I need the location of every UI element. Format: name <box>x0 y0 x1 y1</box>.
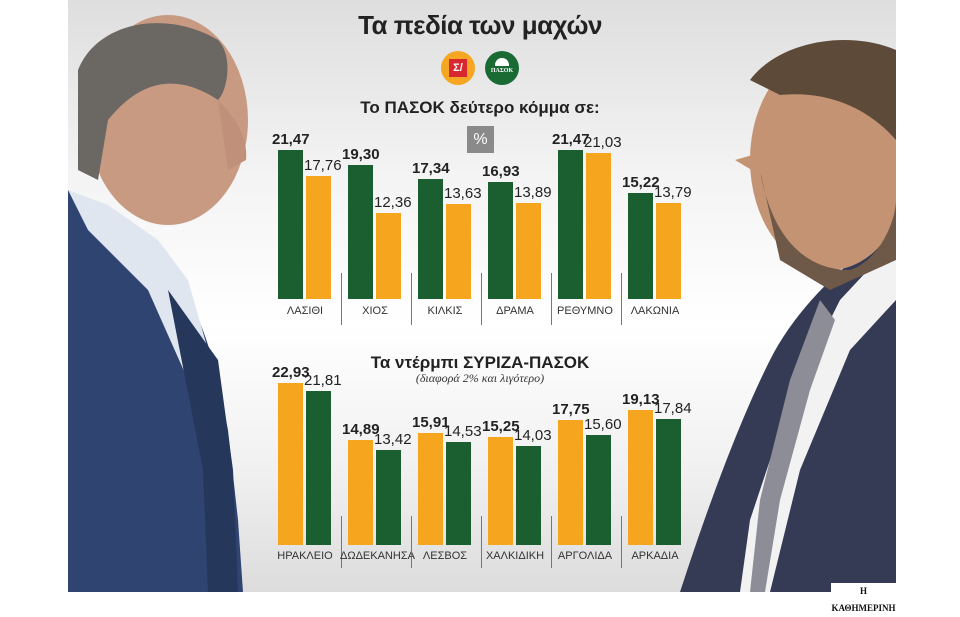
value-label: 21,47 <box>552 131 590 148</box>
group-separator <box>621 516 622 568</box>
category-label: ΗΡΑΚΛΕΙΟ <box>277 550 333 562</box>
category-label: ΑΡΓΟΛΙΔΑ <box>557 550 613 562</box>
bar-second <box>586 153 611 299</box>
category-label: ΛΑΣΙΘΙ <box>286 305 324 317</box>
bar-second <box>516 446 541 545</box>
group-separator <box>481 273 482 325</box>
right-politician-photo <box>680 40 896 592</box>
category-label: ΑΡΚΑΔΙΑ <box>631 550 679 562</box>
left-politician-photo <box>68 15 248 592</box>
bar-second <box>376 450 401 545</box>
chart2-title: Τα ντέρμπι ΣΥΡΙΖΑ-ΠΑΣΟΚ <box>370 353 590 372</box>
group-separator <box>481 516 482 568</box>
bar-first <box>418 433 443 545</box>
pasok-sun-icon <box>495 58 509 66</box>
value-label: 14,03 <box>514 427 552 444</box>
group-separator <box>411 273 412 325</box>
value-label: 15,91 <box>412 414 450 431</box>
group-separator <box>551 273 552 325</box>
value-label: 22,93 <box>272 364 310 381</box>
source-credit: Η ΚΑΘΗΜΕΡΙΝΗ <box>831 583 896 613</box>
category-label: ΔΩΔΕΚΑΝΗΣΑ <box>340 550 415 562</box>
bar-second <box>376 213 401 299</box>
value-label: 16,93 <box>482 163 520 180</box>
category-label: ΧΙΟΣ <box>362 305 388 317</box>
bar-first <box>488 182 513 299</box>
chart2-subtitle: (διαφορά 2% και λιγότερο) <box>415 371 545 385</box>
bar-first <box>628 410 653 545</box>
value-label: 17,75 <box>552 401 590 418</box>
value-label: 17,34 <box>412 160 450 177</box>
bar-first <box>558 150 583 299</box>
value-label: 19,13 <box>622 391 660 408</box>
bar-first <box>488 437 513 545</box>
category-label: ΧΑΛΚΙΔΙΚΗ <box>485 550 545 562</box>
group-separator <box>411 516 412 568</box>
syriza-logo-glyph: Σ/ <box>449 59 467 77</box>
value-label: 21,03 <box>584 134 622 151</box>
group-separator <box>341 516 342 568</box>
category-label: ΔΡΑΜΑ <box>496 305 534 317</box>
syriza-logo-icon: Σ/ <box>441 51 475 85</box>
pasok-logo-glyph: ΠΑΣΟΚ <box>490 68 514 74</box>
value-label: 21,81 <box>304 372 342 389</box>
value-label: 21,47 <box>272 131 310 148</box>
bar-first <box>418 179 443 299</box>
category-label: ΛΑΚΩΝΙΑ <box>630 305 680 317</box>
bar-first <box>278 383 303 545</box>
group-separator <box>341 273 342 325</box>
group-separator <box>621 273 622 325</box>
bar-second <box>446 442 471 545</box>
bar-first <box>278 150 303 299</box>
bar-first <box>558 420 583 545</box>
category-label: ΚΙΛΚΙΣ <box>427 305 463 317</box>
value-label: 15,25 <box>482 418 520 435</box>
bar-first <box>348 440 373 545</box>
infographic-panel <box>68 0 896 592</box>
pasok-logo-icon: ΠΑΣΟΚ <box>485 51 519 85</box>
value-label: 17,84 <box>654 400 692 417</box>
unit-badge: % <box>467 126 494 153</box>
value-label: 17,76 <box>304 157 342 174</box>
bar-second <box>656 419 681 545</box>
value-label: 19,30 <box>342 146 380 163</box>
page-title: Τα πεδία των μαχών <box>358 10 602 40</box>
bar-second <box>656 203 681 299</box>
category-label: ΛΕΣΒΟΣ <box>422 550 468 562</box>
bar-first <box>348 165 373 299</box>
value-label: 15,22 <box>622 174 660 191</box>
category-label: ΡΕΘΥΜΝΟ <box>557 305 613 317</box>
value-label: 15,60 <box>584 416 622 433</box>
bar-first <box>628 193 653 299</box>
bar-second <box>306 176 331 299</box>
value-label: 13,63 <box>444 185 482 202</box>
group-separator <box>551 516 552 568</box>
value-label: 14,53 <box>444 423 482 440</box>
value-label: 13,79 <box>654 184 692 201</box>
value-label: 13,89 <box>514 184 552 201</box>
bar-second <box>306 391 331 545</box>
chart1-title: Το ΠΑΣΟΚ δεύτερο κόμμα σε: <box>360 98 600 117</box>
bar-second <box>586 435 611 545</box>
value-label: 12,36 <box>374 194 412 211</box>
value-label: 14,89 <box>342 421 380 438</box>
value-label: 13,42 <box>374 431 412 448</box>
bar-second <box>516 203 541 299</box>
bar-second <box>446 204 471 299</box>
